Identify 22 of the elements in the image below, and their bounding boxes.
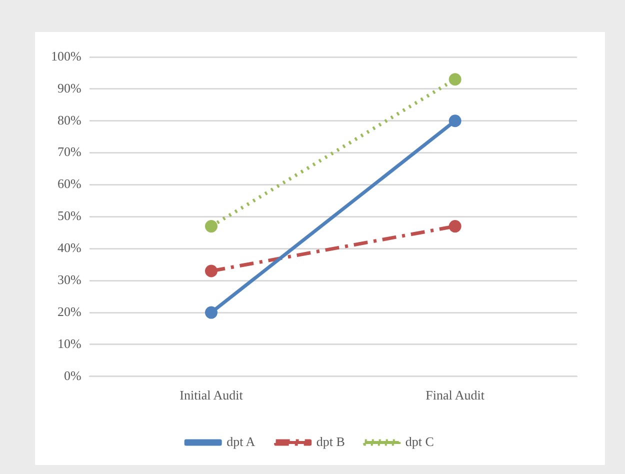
y-tick-label: 0% bbox=[64, 368, 82, 383]
point bbox=[448, 220, 462, 233]
x-tick-label: Final Audit bbox=[426, 388, 485, 403]
point bbox=[448, 73, 462, 86]
legend-label: dpt A bbox=[226, 434, 256, 449]
y-tick-label: 60% bbox=[57, 176, 82, 192]
y-tick-label: 70% bbox=[57, 144, 82, 160]
x-tick-label: Initial Audit bbox=[180, 388, 244, 403]
y-tick-label: 30% bbox=[57, 272, 82, 287]
y-tick-label: 90% bbox=[57, 80, 82, 96]
point bbox=[204, 264, 218, 278]
point bbox=[204, 306, 218, 319]
y-tick-label: 20% bbox=[57, 304, 82, 319]
y-tick-label: 40% bbox=[57, 240, 82, 256]
y-tick-label: 80% bbox=[57, 112, 82, 128]
y-tick-label: 10% bbox=[57, 336, 82, 351]
y-tick-label: 100% bbox=[50, 48, 82, 64]
point bbox=[204, 220, 218, 233]
legend-label: dpt C bbox=[405, 434, 434, 449]
point bbox=[448, 114, 462, 128]
y-tick-label: 50% bbox=[57, 208, 82, 224]
legend-label: dpt B bbox=[316, 434, 346, 449]
